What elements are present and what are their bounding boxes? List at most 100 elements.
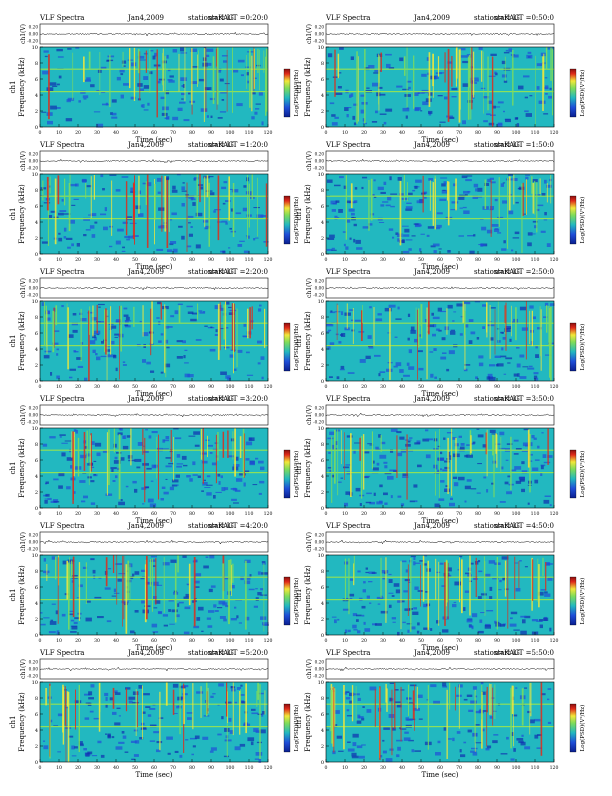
low-power-speckle [342, 608, 350, 611]
y-tick-label: 8 [35, 315, 38, 321]
low-power-speckle [511, 249, 514, 252]
low-power-speckle [56, 630, 60, 635]
low-power-speckle [225, 222, 228, 225]
sferic-streak [120, 305, 122, 352]
low-power-speckle [83, 98, 87, 100]
sferic-streak [389, 308, 391, 380]
low-power-speckle [93, 460, 97, 462]
low-power-speckle [418, 334, 422, 337]
sferic-streak [537, 558, 539, 602]
sferic-streak [215, 48, 217, 67]
sferic-streak [199, 174, 201, 203]
low-power-speckle [166, 177, 169, 180]
low-power-speckle [117, 467, 120, 471]
low-power-speckle [356, 247, 363, 250]
amplitude-trace [325, 539, 555, 545]
sferic-streak [139, 51, 141, 101]
low-power-speckle [516, 347, 520, 349]
low-power-speckle [473, 77, 479, 79]
low-power-speckle [549, 178, 552, 182]
low-power-speckle [366, 492, 372, 495]
low-power-speckle [209, 555, 215, 559]
low-power-speckle [111, 112, 117, 116]
amp-tick-label: -0.20 [313, 547, 324, 552]
low-power-speckle [165, 478, 168, 480]
low-power-speckle [172, 49, 178, 53]
channel-label: ch1 [9, 462, 17, 475]
low-power-speckle [49, 436, 56, 439]
low-power-speckle [223, 60, 228, 63]
x-tick-label: 110 [531, 384, 540, 390]
x-tick-label: 10 [342, 130, 348, 136]
sferic-streak [496, 557, 498, 630]
low-power-speckle [74, 700, 82, 704]
low-power-speckle [365, 355, 371, 359]
low-power-speckle [404, 731, 409, 734]
low-power-speckle [532, 220, 538, 223]
low-power-speckle [221, 716, 224, 720]
sferic-streak [146, 556, 148, 620]
low-power-speckle [457, 569, 460, 571]
low-power-speckle [547, 688, 552, 690]
low-power-speckle [361, 614, 365, 617]
x-axis-label: Time (sec) [135, 136, 172, 144]
low-power-speckle [379, 755, 383, 758]
low-power-speckle [78, 741, 83, 745]
y-tick-label: 4 [321, 601, 324, 607]
low-power-speckle [113, 355, 117, 359]
low-power-speckle [384, 502, 388, 505]
low-power-speckle [94, 442, 102, 447]
panel-station: station=KAG [188, 522, 234, 530]
low-power-speckle [79, 480, 86, 483]
low-power-speckle [191, 312, 198, 315]
low-power-speckle [234, 701, 238, 704]
low-power-speckle [466, 175, 473, 177]
low-power-speckle [115, 319, 121, 323]
low-power-speckle [352, 624, 357, 629]
sferic-streak [142, 305, 144, 337]
low-power-speckle [409, 500, 415, 503]
low-power-speckle [488, 122, 495, 126]
low-power-speckle [356, 745, 363, 749]
low-power-speckle [525, 174, 530, 176]
low-power-speckle [454, 443, 459, 447]
low-power-speckle [194, 444, 200, 447]
channel-label: ch1 [295, 462, 303, 475]
low-power-speckle [418, 367, 424, 371]
sferic-streak [240, 689, 241, 707]
sferic-streak [116, 555, 118, 605]
channel-label: ch1 [295, 81, 303, 94]
x-tick-label: 100 [512, 130, 521, 136]
low-power-speckle [373, 196, 377, 198]
low-power-speckle [161, 60, 167, 64]
low-power-speckle [349, 700, 353, 704]
low-power-speckle [251, 712, 259, 715]
low-power-speckle [145, 429, 148, 431]
low-power-speckle [181, 203, 185, 207]
low-power-speckle [387, 475, 394, 480]
x-tick-label: 50 [418, 511, 424, 517]
sferic-streak [353, 563, 355, 586]
low-power-speckle [356, 614, 362, 617]
sferic-streak [490, 179, 492, 237]
low-power-speckle [375, 318, 383, 322]
low-power-speckle [428, 178, 433, 181]
x-tick-label: 50 [132, 384, 138, 390]
low-power-speckle [483, 96, 490, 99]
sferic-streak [231, 564, 232, 596]
low-power-speckle [192, 474, 198, 476]
colorbar [569, 703, 577, 753]
y-tick-label: 4 [321, 474, 324, 480]
x-tick-label: 120 [264, 765, 273, 771]
y-tick-label: 10 [32, 172, 38, 178]
y-tick-label: 0 [321, 379, 324, 385]
sferic-streak [249, 307, 251, 339]
low-power-speckle [475, 742, 483, 744]
low-power-speckle [243, 323, 247, 327]
low-power-speckle [351, 752, 357, 757]
sferic-streak [256, 691, 258, 707]
sferic-streak [134, 175, 135, 245]
low-power-speckle [368, 65, 375, 69]
low-power-speckle [243, 250, 250, 254]
low-power-speckle [475, 188, 478, 192]
